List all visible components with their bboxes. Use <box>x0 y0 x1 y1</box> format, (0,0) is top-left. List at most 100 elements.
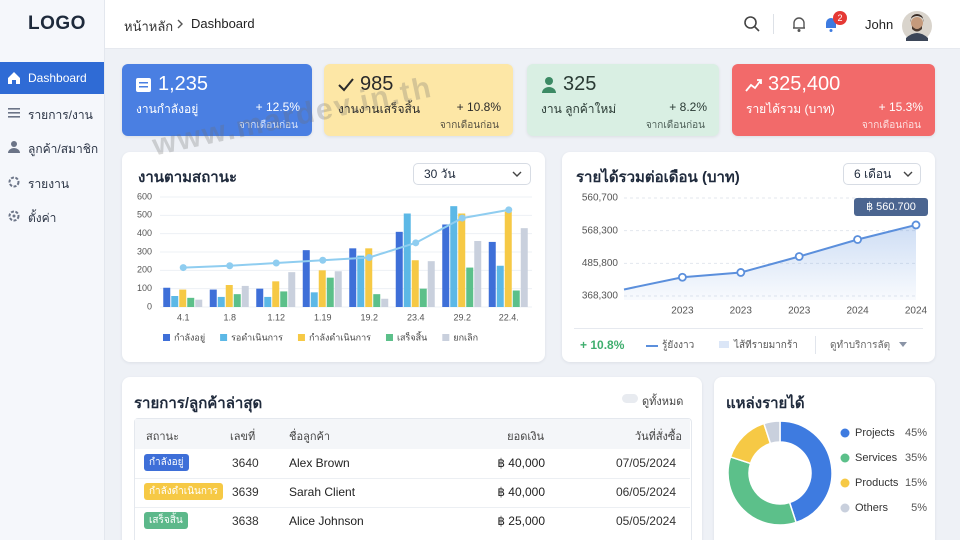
kpi-value: 325,400 <box>768 73 841 95</box>
kpi-note: จากเดือนก่อน <box>439 120 499 131</box>
date: 06/05/2024 <box>615 485 676 499</box>
kpi-change: + 8.2% <box>669 100 707 114</box>
avatar[interactable] <box>902 11 932 41</box>
nav-icon <box>8 210 20 222</box>
footer-divider <box>574 328 923 329</box>
kpi-value: 325 <box>563 73 597 95</box>
toggle[interactable] <box>622 394 638 403</box>
row-divider <box>135 507 690 508</box>
breadcrumb-current: Dashboard <box>191 16 255 31</box>
nav-icon <box>8 107 20 118</box>
kpi-card: 325,400 รายได้รวม (บาท) + 15.3% จากเดือนก่อ… <box>732 64 935 136</box>
range-select[interactable]: 30 วัน <box>413 163 531 185</box>
panel-title: รายได้รวมต่อเดือน (บาท) <box>576 169 740 186</box>
nav-item[interactable]: รายการ/งาน <box>0 97 104 129</box>
view-all[interactable]: ดูทั้งหมด <box>642 396 684 408</box>
footer-link[interactable]: ดูทำบริการลัตุ <box>830 340 891 351</box>
caret <box>903 171 913 177</box>
table <box>134 418 692 540</box>
order-id: 3640 <box>232 456 259 470</box>
column-header: สถานะ <box>146 431 179 443</box>
nav-item[interactable]: ลูกค้า/สมาชิก <box>0 131 104 163</box>
panel-title: แหล่งรายได้ <box>726 395 805 412</box>
date: 05/05/2024 <box>615 514 676 528</box>
nav-label: รายการ/งาน <box>28 107 93 122</box>
revenue-panel: รายได้รวมต่อเดือน (บาท) 6 เดือน + 10.8% … <box>562 152 935 362</box>
range-label: 30 วัน <box>424 167 456 181</box>
nav-icon <box>8 141 20 153</box>
kpi-note: จากเดือนก่อน <box>645 120 705 131</box>
table-body: สถานะ เลขที่ ชื่อลูกค้า ยอดเงิน วันที่สั่งซื… <box>122 377 702 540</box>
sidebar: LOGO Dashboard รายการ/งานลูกค้า/สมาชิกราย… <box>0 0 105 540</box>
amount: ฿ 40,000 <box>497 456 545 470</box>
date: 07/05/2024 <box>615 456 676 470</box>
nav-label: รายงาน <box>28 176 70 191</box>
nav: Dashboard รายการ/งานลูกค้า/สมาชิกรายงานตั… <box>0 0 104 540</box>
kpi-label: งานกำลังอยู่ <box>136 102 199 116</box>
footer-divider <box>815 336 816 354</box>
nav-item[interactable]: รายงาน <box>0 166 104 198</box>
column-header: เลขที่ <box>230 431 256 443</box>
range-select[interactable]: 6 เดือน <box>843 163 921 185</box>
kpi-value: 985 <box>360 73 394 95</box>
status-panel: งานตามสถานะ 30 วัน <box>122 152 545 362</box>
kpi-card: 1,235 งานกำลังอยู่ + 12.5% จากเดือนก่อน <box>122 64 312 136</box>
kpi-change: + 12.5% <box>255 100 300 114</box>
caret <box>512 171 522 177</box>
kpi-label: งาน ลูกค้าใหม่ <box>541 102 617 116</box>
nav-icon <box>8 176 20 187</box>
status-pill: กำลังดำเนินการ <box>144 483 223 500</box>
legend-label: ไส้ทีรายมากร้า <box>734 340 798 351</box>
kpi-label: รายได้รวม (บาท) <box>746 102 835 116</box>
breadcrumb-home[interactable]: หน้าหลัก <box>124 19 174 34</box>
kpi-icon <box>542 77 556 93</box>
kpi-value: 1,235 <box>158 73 209 95</box>
order-id: 3639 <box>232 485 259 499</box>
notification-badge: 2 <box>833 11 847 25</box>
nav-label: ตั้งค่า <box>28 211 57 225</box>
kpi-icon <box>136 78 151 92</box>
nav-item[interactable]: Dashboard <box>0 62 104 94</box>
kpi-icon <box>338 78 354 92</box>
legend-label: รู้ยังงาว <box>662 340 695 351</box>
caret <box>899 342 907 347</box>
bell-icon[interactable] <box>790 15 808 33</box>
column-header: ยอดเงิน <box>507 431 544 443</box>
column-header: ชื่อลูกค้า <box>289 431 331 443</box>
status-pill: เสร็จสิ้น <box>144 512 188 529</box>
nav-icon <box>8 72 20 84</box>
topbar: หน้าหลัก Dashboard 2 John <box>105 0 960 49</box>
search-icon[interactable] <box>743 15 761 33</box>
kpi-icon <box>745 79 762 92</box>
nav-label: Dashboard <box>28 71 87 85</box>
column-header: วันที่สั่งซื้อ <box>634 431 682 443</box>
divider <box>773 14 774 34</box>
kpi-card: 985 งานงานเสร็จสิ้น + 10.8% จากเดือนก่อน <box>324 64 513 136</box>
customer: Sarah Client <box>289 485 356 499</box>
kpi-label: งานงานเสร็จสิ้น <box>338 102 421 116</box>
kpi-note: จากเดือนก่อน <box>238 120 298 131</box>
panel-title: รายการ/ลูกค้าล่าสุด <box>134 395 263 412</box>
amount: ฿ 40,000 <box>497 485 545 499</box>
nav-item[interactable]: ตั้งค่า <box>0 200 104 232</box>
sources-panel: แหล่งรายได้ <box>714 377 935 540</box>
customer: Alex Brown <box>289 456 350 470</box>
panel-title: งานตามสถานะ <box>138 169 238 186</box>
legend-area <box>719 341 729 348</box>
nav-label: ลูกค้า/สมาชิก <box>28 142 99 156</box>
user-name[interactable]: John <box>865 17 894 32</box>
kpi-note: จากเดือนก่อน <box>861 120 921 131</box>
kpi-change: + 15.3% <box>878 100 923 114</box>
revenue-change: + 10.8% <box>580 338 625 352</box>
status-pill: กำลังอยู่ <box>144 454 189 471</box>
logo[interactable]: LOGO <box>28 13 86 34</box>
customer: Alice Johnson <box>289 514 364 528</box>
order-id: 3638 <box>232 514 259 528</box>
row-divider <box>135 478 690 479</box>
range-label: 6 เดือน <box>854 167 892 181</box>
breadcrumb-separator <box>177 19 183 29</box>
orders-panel: รายการ/ลูกค้าล่าสุด ดูทั้งหมด สถานะ เลขที… <box>122 377 702 540</box>
table-header <box>135 419 690 449</box>
kpi-change: + 10.8% <box>456 100 501 114</box>
